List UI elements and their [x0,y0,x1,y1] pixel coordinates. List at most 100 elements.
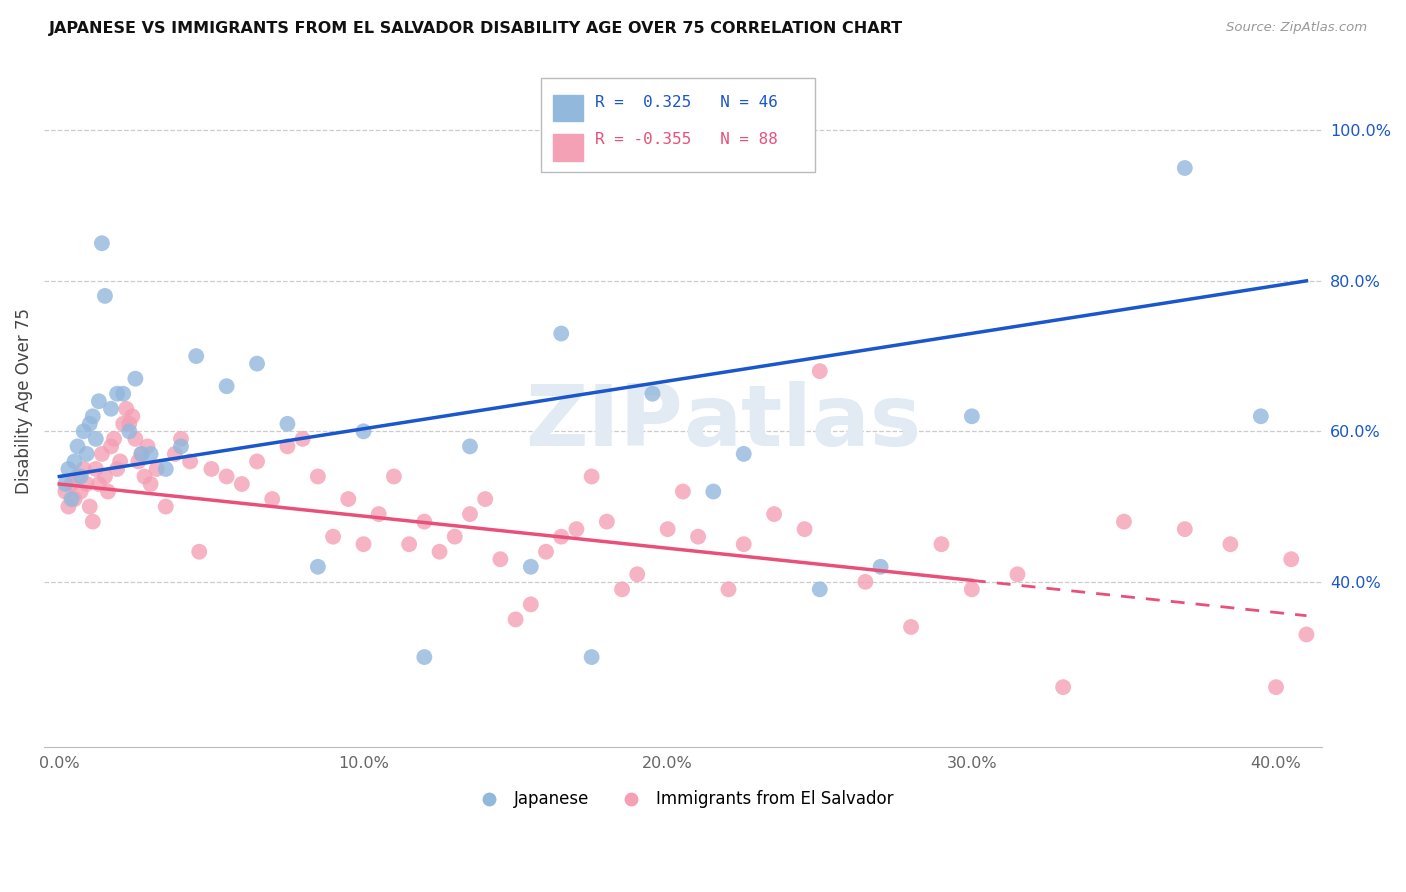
Y-axis label: Disability Age Over 75: Disability Age Over 75 [15,309,32,494]
Legend: Japanese, Immigrants from El Salvador: Japanese, Immigrants from El Salvador [465,784,900,815]
Point [382,469,405,483]
Point [1295,627,1317,641]
Point [458,439,481,453]
Point [869,559,891,574]
Point [82,515,104,529]
Point [474,491,496,506]
Point [139,447,162,461]
Point [1265,680,1288,694]
Point [398,537,420,551]
Text: ZIP: ZIP [524,381,683,464]
Point [58,462,80,476]
Point [115,401,138,416]
Point [60,491,83,506]
Point [534,545,557,559]
Point [307,559,329,574]
Point [179,454,201,468]
Point [69,484,91,499]
Point [66,439,89,453]
Point [200,462,222,476]
Point [112,417,135,431]
Point [353,425,375,439]
Point [489,552,512,566]
Point [131,447,153,461]
Point [103,432,125,446]
Point [672,484,695,499]
Point [276,439,298,453]
Point [565,522,588,536]
Point [63,491,86,506]
Point [505,612,527,626]
Point [76,477,98,491]
Point [322,530,344,544]
Point [657,522,679,536]
Point [717,582,740,597]
Text: R = -0.355   N = 88: R = -0.355 N = 88 [595,132,778,147]
Point [82,409,104,424]
Point [1112,515,1135,529]
Point [413,515,436,529]
Point [291,432,314,446]
Point [931,537,953,551]
Point [763,507,786,521]
Point [87,477,110,491]
Point [84,462,107,476]
Point [105,462,128,476]
Point [139,477,162,491]
Point [155,500,177,514]
Point [124,372,146,386]
Point [1052,680,1074,694]
Point [79,417,101,431]
Point [596,515,619,529]
Point [112,386,135,401]
Point [136,439,159,453]
Point [215,469,238,483]
Point [960,409,983,424]
Point [94,289,117,303]
Point [808,582,831,597]
Point [170,432,193,446]
Point [72,462,94,476]
Point [413,650,436,665]
Point [105,386,128,401]
Point [1250,409,1272,424]
Point [90,447,112,461]
Text: atlas: atlas [683,381,921,464]
Point [108,454,131,468]
Point [337,491,360,506]
Point [307,469,329,483]
Point [55,484,77,499]
Point [641,386,664,401]
Point [60,477,83,491]
Point [94,469,117,483]
Point [246,357,269,371]
Point [90,236,112,251]
Point [84,432,107,446]
Point [100,439,122,453]
Point [702,484,724,499]
Point [276,417,298,431]
Point [1174,522,1197,536]
Point [1219,537,1241,551]
Point [960,582,983,597]
Point [66,469,89,483]
Point [262,491,284,506]
Point [188,545,211,559]
Point [581,650,603,665]
Point [1279,552,1302,566]
Point [626,567,648,582]
Point [79,500,101,514]
Point [1007,567,1029,582]
Point [550,530,572,544]
Point [520,559,543,574]
Point [900,620,922,634]
Point [118,425,141,439]
Point [100,401,122,416]
Point [134,469,156,483]
Point [76,447,98,461]
Point [353,537,375,551]
Point [458,507,481,521]
Point [155,462,177,476]
Point [118,417,141,431]
Point [231,477,253,491]
